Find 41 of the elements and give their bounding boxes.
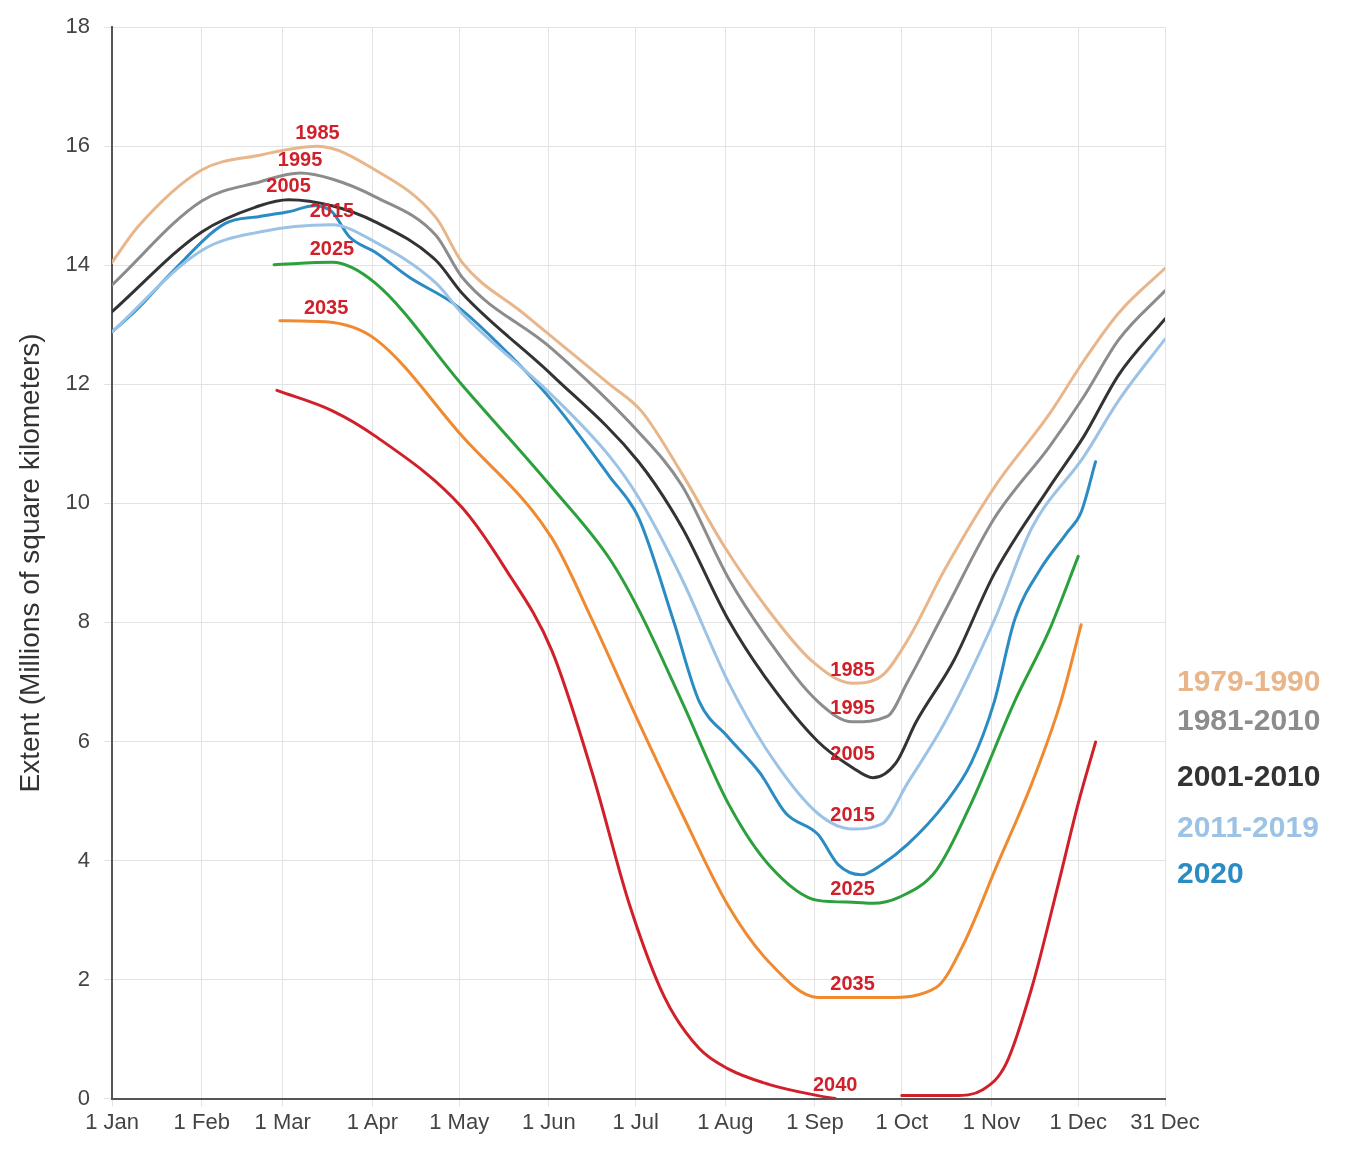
annotation: 2040 — [812, 1073, 858, 1096]
y-tick-label: 6 — [77, 727, 91, 753]
x-tick-label: 1 Mar — [254, 1108, 311, 1134]
x-tick-label: 31 Dec — [1130, 1108, 1200, 1134]
annotation: 2035 — [303, 296, 349, 319]
text: 1979-1990 — [1177, 664, 1321, 698]
text: 1981-2010 — [1177, 703, 1321, 737]
y-tick-label: 18 — [65, 13, 91, 39]
y-tick-label: 14 — [65, 251, 91, 277]
x-tick-label: 1 May — [429, 1108, 490, 1134]
y-axis-title: Extent (Millions of square kilometers) — [13, 333, 45, 793]
x-tick-label: 1 Apr — [346, 1108, 399, 1134]
x-tick-label: 1 Sep — [786, 1108, 844, 1134]
y-tick-label: 4 — [77, 846, 91, 872]
annotation: 1995 — [277, 147, 323, 170]
annotation: 2005 — [266, 174, 311, 197]
x-tick-label: 1 Aug — [697, 1108, 754, 1134]
text: 2011-2019 — [1177, 810, 1319, 844]
x-tick-label: 1 Jul — [612, 1108, 659, 1134]
annotation: 2015 — [830, 803, 875, 826]
y-tick-label: 10 — [65, 489, 91, 515]
text: 2020 — [1177, 856, 1244, 890]
annotation: 2005 — [830, 742, 875, 765]
annotation: 2025 — [830, 876, 875, 899]
text: 2001-2010 — [1177, 759, 1321, 793]
x-tick-label: 1 Jun — [521, 1108, 576, 1134]
x-tick-label: 1 Feb — [173, 1108, 230, 1134]
annotation: 1985 — [295, 120, 340, 143]
y-tick-label: 12 — [65, 370, 91, 396]
annotation: 1985 — [830, 657, 875, 680]
y-tick-label: 2 — [77, 965, 91, 991]
annotation: 2035 — [830, 971, 875, 994]
y-tick-label: 16 — [65, 132, 91, 158]
annotation: 1995 — [830, 696, 875, 719]
x-tick-label: 1 Oct — [875, 1108, 929, 1134]
x-tick-label: 1 Jan — [85, 1108, 139, 1134]
y-tick-label: 8 — [77, 608, 91, 634]
x-tick-label: 1 Nov — [962, 1108, 1021, 1134]
annotation: 2025 — [309, 236, 355, 259]
x-tick-label: 1 Dec — [1049, 1108, 1107, 1134]
y-tick-label: 0 — [77, 1084, 91, 1110]
